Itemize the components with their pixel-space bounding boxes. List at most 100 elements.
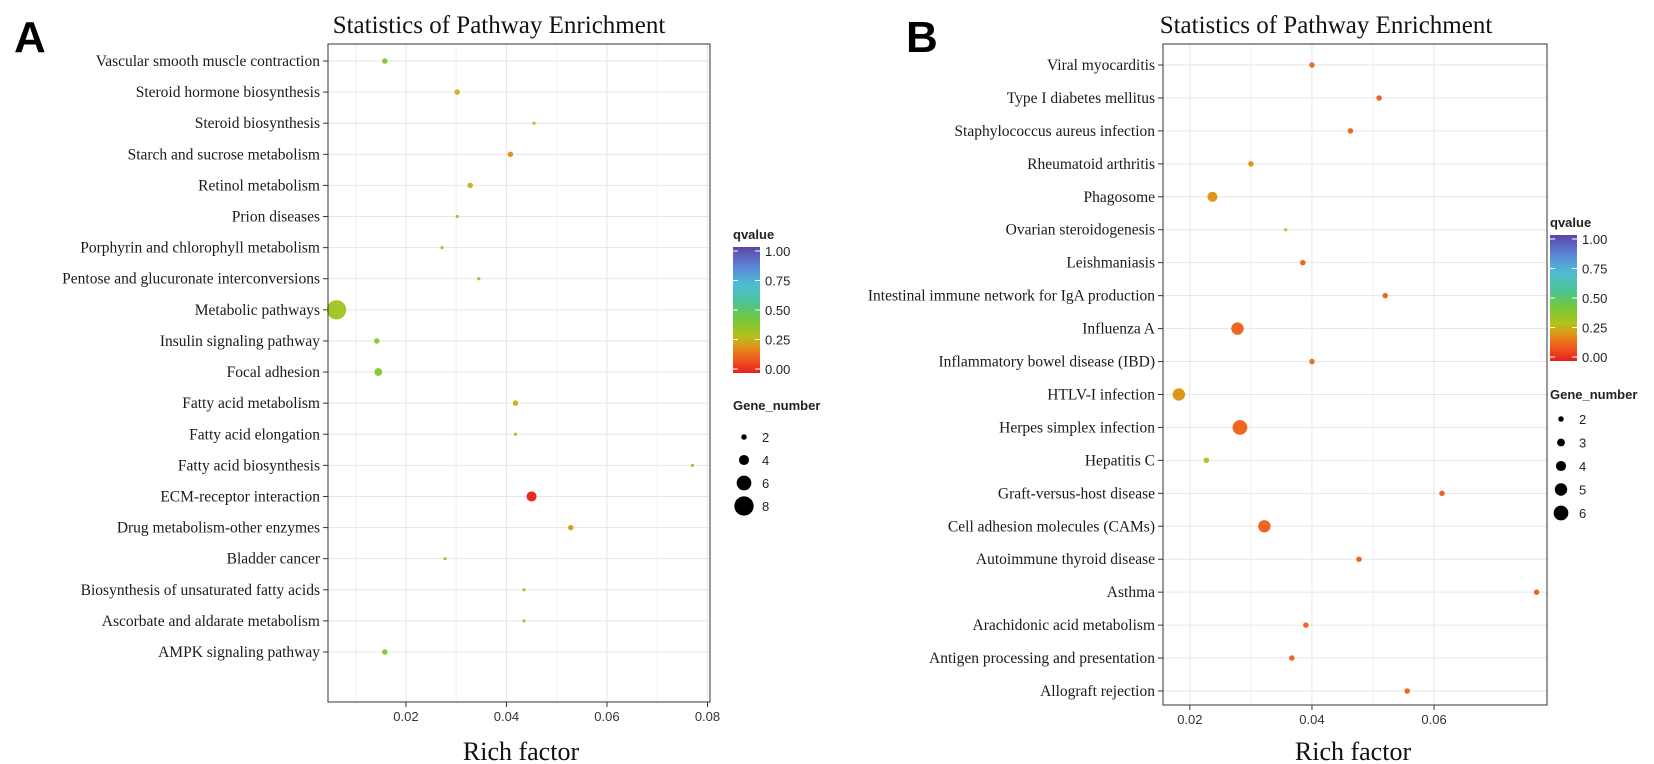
size-legend-dot [736,475,752,491]
size-legend-label: 6 [762,476,769,491]
y-tick-label: Fatty acid biosynthesis [178,457,320,474]
size-legend-dot [738,454,750,466]
y-tick-label: ECM-receptor interaction [160,488,320,505]
y-tick-label: Type I diabetes mellitus [1007,90,1155,107]
colorbar-tick-label: 1.00 [1582,232,1607,247]
colorbar-tick-label: 0.50 [765,303,790,318]
panel-a-label: A [14,13,46,62]
panel-a-size-legend: 2 4 6 8 [734,430,769,516]
panel-a-frame [327,43,711,703]
y-tick-label: Rheumatoid arthritis [1027,156,1155,173]
panel-a: A Statistics of Pathway Enrichment Vascu… [14,12,820,764]
x-tick-label: 0.04 [1299,712,1324,727]
size-legend-dot [1554,483,1568,496]
y-tick-label: Cell adhesion molecules (CAMs) [948,518,1155,535]
data-point [443,557,447,561]
size-legend-label: 8 [762,499,769,514]
size-legend-dot [741,434,747,440]
data-point [1231,322,1244,335]
data-point [1533,589,1540,595]
y-tick-label: Herpes simplex infection [999,419,1155,436]
colorbar-tick-label: 0.25 [765,333,790,348]
panel-b-category-labels: Viral myocarditis Type I diabetes mellitu… [868,57,1163,700]
y-tick-label: Fatty acid elongation [189,426,320,443]
panel-b-grid [1163,44,1547,705]
y-tick-label: Influenza A [1082,321,1156,338]
y-tick-label: Insulin signaling pathway [160,333,320,350]
data-point [1347,128,1354,134]
data-point [1289,655,1295,661]
data-point [455,214,459,219]
y-tick-label: Retinol metabolism [198,177,320,194]
y-tick-label: Fatty acid metabolism [182,395,320,412]
y-tick-label: Viral myocarditis [1047,57,1155,74]
y-tick-label: Asthma [1107,584,1155,601]
x-tick-label: 0.06 [1421,712,1446,727]
panel-b-frame [1162,43,1548,706]
panel-b-legend-size-title: Gene_number [1550,387,1637,402]
panel-b-size-legend: 2 3 4 5 6 [1553,412,1586,521]
y-tick-label: Allograft rejection [1040,683,1155,700]
colorbar-tick-label: 0.25 [1582,321,1607,336]
panel-b-legend: qvalue 1.000.750.500.250.00 Gene_number … [1550,215,1637,521]
panel-a-legend-color-title: qvalue [733,227,774,242]
size-legend-label: 6 [1579,506,1586,521]
y-tick-label: Staphylococcus aureus infection [954,123,1155,140]
y-tick-label: Hepatitis C [1085,452,1155,469]
y-tick-label: Inflammatory bowel disease (IBD) [938,354,1155,371]
data-point [1376,95,1382,101]
x-tick-label: 0.02 [1177,712,1202,727]
y-tick-label: Ovarian steroidogenesis [1006,222,1155,239]
panel-b-points [1172,62,1540,694]
data-point [1404,688,1410,694]
size-legend-dot [1553,505,1569,521]
size-legend-label: 4 [762,453,769,468]
x-tick-label: 0.02 [393,709,418,724]
data-point [440,246,444,250]
y-tick-label: Leishmaniasis [1066,255,1155,272]
data-point [1309,358,1315,365]
size-legend-label: 4 [1579,459,1586,474]
colorbar-tick-label: 0.00 [765,362,790,377]
data-point [522,619,526,623]
data-point [690,463,695,467]
data-point [526,491,537,502]
x-tick-label: 0.04 [494,709,519,724]
size-legend-label: 2 [1579,412,1586,427]
y-tick-label: Biosynthesis of unsaturated fatty acids [81,582,320,599]
data-point [1309,62,1315,68]
size-legend-dot [734,496,754,516]
data-point [1439,490,1445,497]
data-point [1303,622,1309,628]
panel-a-category-labels: Vascular smooth muscle contraction Steroi… [62,53,328,661]
data-point [512,400,519,406]
data-point [513,432,518,436]
y-tick-label: Autoimmune thyroid disease [976,551,1155,568]
size-legend-dot [1557,438,1565,447]
y-tick-label: Bladder cancer [227,551,321,568]
data-point [1232,420,1248,435]
panel-a-plot-area [328,44,710,702]
y-tick-label: Metabolic pathways [195,302,320,319]
colorbar-tick-label: 0.75 [765,274,790,289]
data-point [382,58,388,64]
y-tick-label: Steroid biosynthesis [195,115,320,132]
panel-a-points [326,58,695,655]
size-legend-dot [1555,460,1567,472]
panel-b-x-ticks: 0.02 0.04 0.06 [1177,705,1447,727]
data-point [454,89,460,95]
data-point [522,588,526,592]
data-point [1284,228,1288,232]
panel-b-legend-color-title: qvalue [1550,215,1591,230]
colorbar-tick-label: 0.00 [1582,350,1607,365]
y-tick-label: Phagosome [1084,189,1156,206]
panel-b-colorbar-ticks: 1.00 0.75 0.50 0.25 0.00 [1550,232,1607,365]
x-tick-label: 0.08 [695,709,720,724]
data-point [1258,520,1271,533]
panel-a-legend: qvalue 1.000.750.500.250.00 Gene_number … [733,227,820,516]
x-tick-label: 0.06 [594,709,619,724]
data-point [1382,292,1388,299]
panel-a-x-axis-title: Rich factor [463,737,580,764]
panel-b-title: Statistics of Pathway Enrichment [1160,12,1493,39]
